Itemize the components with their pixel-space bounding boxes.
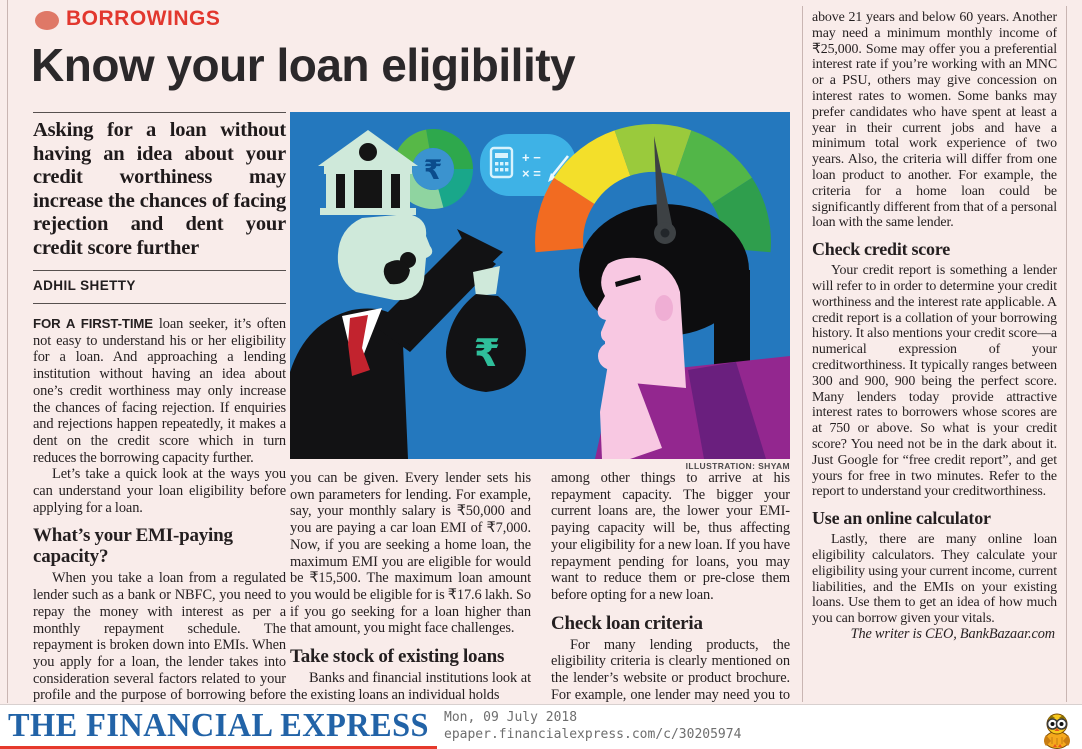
gauge-segment xyxy=(535,177,595,253)
rupee-symbol-chart: ₹ xyxy=(424,155,443,186)
suit xyxy=(290,308,408,459)
paragraph: Let’s take a quick look at the ways you … xyxy=(33,466,286,516)
money-bag: ₹ xyxy=(446,229,526,392)
gauge-segment xyxy=(675,130,752,204)
epaper-footer-bar: THE FINANCIAL EXPRESS Mon, 09 July 2018 … xyxy=(0,704,1082,749)
head xyxy=(337,214,433,301)
math-symbols-row2: × = xyxy=(522,166,541,181)
paragraph: above 21 years and below 60 years. Anoth… xyxy=(812,10,1057,231)
eyebrow xyxy=(615,275,641,287)
paragraph: you can be given. Every lender sets his … xyxy=(290,470,531,637)
gauge-segment xyxy=(554,130,631,204)
bag-body xyxy=(446,294,526,392)
rupee-symbol-bag: ₹ xyxy=(474,331,500,375)
masthead-underline xyxy=(0,746,437,749)
epaper-stamp: Mon, 09 July 2018 epaper.financialexpres… xyxy=(444,709,741,743)
article-column-4: above 21 years and below 60 years. Anoth… xyxy=(812,10,1057,704)
article-column-1: FOR A FIRST-TIME loan seeker, it’s often… xyxy=(33,316,286,706)
masthead-logo: THE FINANCIAL EXPRESS xyxy=(8,707,429,744)
tie xyxy=(348,315,370,376)
bank-building-icon xyxy=(318,130,418,215)
paragraph: Lastly, there are many online loan eligi… xyxy=(812,532,1057,627)
illustration-credit: ILLUSTRATION: SHYAM xyxy=(685,461,790,471)
article-deck: Asking for a loan without having an idea… xyxy=(33,119,286,259)
right-edge-rule xyxy=(1066,6,1067,702)
calculator-icon xyxy=(489,146,514,179)
epaper-url: epaper.financialexpress.com/c/30205974 xyxy=(444,727,742,742)
math-symbols-row1: + − xyxy=(522,150,541,165)
paragraph: Your credit report is something a lender… xyxy=(812,263,1057,500)
owl-mascot-logo xyxy=(1044,713,1070,749)
section-heading-existing-loans: Take stock of existing loans xyxy=(290,646,505,668)
article-column-3: among other things to arrive at his repa… xyxy=(551,470,790,704)
gauge-segment xyxy=(614,123,692,176)
column4-left-rule xyxy=(802,6,803,702)
ear xyxy=(655,295,673,321)
paragraph: Banks and financial institutions look at… xyxy=(290,670,531,703)
section-heading-credit-score: Check credit score xyxy=(812,239,951,260)
arm xyxy=(374,238,496,352)
byline: ADHIL SHETTY xyxy=(33,278,136,293)
lead-in-text: FOR A FIRST-TIME xyxy=(33,316,154,331)
section-heading-emi-capacity: What’s your EMI-paying capacity? xyxy=(33,525,233,568)
epaper-date: Mon, 09 July 2018 xyxy=(444,710,578,725)
banker-figure: ₹ xyxy=(290,130,526,459)
arm xyxy=(600,358,662,459)
left-edge-rule xyxy=(7,0,8,703)
page-title: Know your loan eligibility xyxy=(31,39,576,91)
paragraph: When you take a loan from a regulated le… xyxy=(33,570,286,706)
deck-top-rule xyxy=(33,112,286,113)
paragraph: For many lending products, the eligibili… xyxy=(551,636,790,704)
article-illustration: ₹ + − × = xyxy=(290,112,790,459)
section-heading-loan-criteria: Check loan criteria xyxy=(551,612,703,634)
gauge-needle xyxy=(654,136,676,244)
section-label: BORROWINGS xyxy=(66,7,221,30)
paragraph-text: loan seeker, it’s often not easy to unde… xyxy=(33,316,286,466)
paragraph: FOR A FIRST-TIME loan seeker, it’s often… xyxy=(33,316,286,466)
bag-knot xyxy=(473,266,500,296)
deck-bottom-rule xyxy=(33,270,286,271)
hand-grip xyxy=(457,229,503,274)
byline-rule xyxy=(33,303,286,304)
section-dot-icon xyxy=(35,11,59,30)
article-column-2: you can be given. Every lender sets his … xyxy=(290,470,531,704)
section-heading-online-calculator: Use an online calculator xyxy=(812,508,991,529)
thinking-man-figure xyxy=(579,204,790,459)
paragraph: among other things to arrive at his repa… xyxy=(551,470,790,603)
author-tagline: The writer is CEO, BankBazaar.com xyxy=(850,625,1055,642)
